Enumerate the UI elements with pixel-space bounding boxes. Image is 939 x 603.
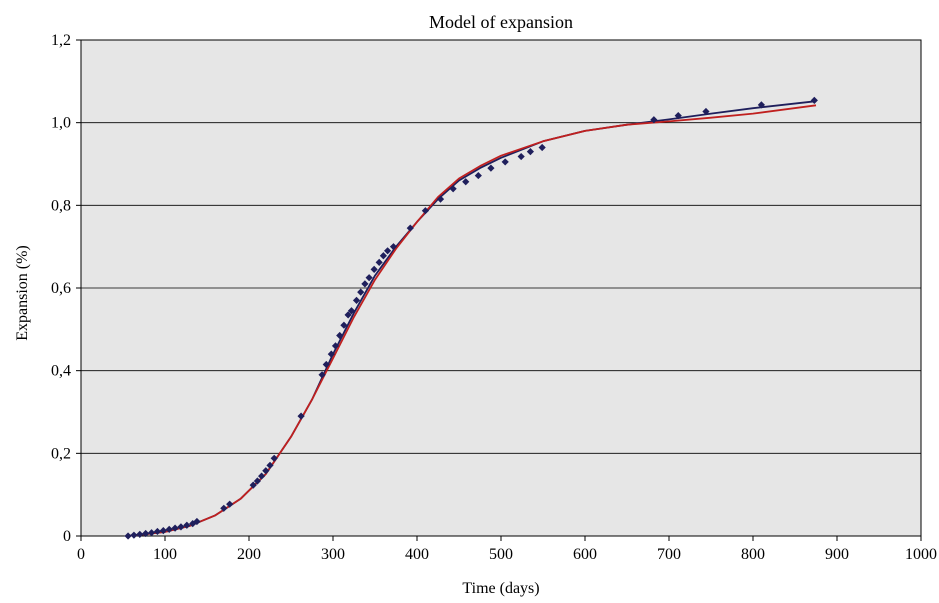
data-point bbox=[421, 207, 429, 215]
data-point bbox=[193, 517, 201, 526]
x-tick-label: 500 bbox=[489, 546, 513, 563]
data-point bbox=[370, 265, 378, 273]
x-tick-label: 200 bbox=[237, 546, 261, 563]
data-point bbox=[365, 274, 373, 282]
data-point bbox=[220, 504, 228, 512]
data-point bbox=[526, 148, 534, 156]
data-point bbox=[171, 524, 179, 532]
x-tick-label: 1000 bbox=[905, 546, 937, 563]
y-tick-label: 0,4 bbox=[51, 363, 71, 380]
data-point bbox=[340, 321, 348, 329]
data-point bbox=[384, 247, 392, 255]
data-point bbox=[375, 258, 383, 266]
y-tick-label: 1,2 bbox=[51, 32, 71, 49]
y-axis-title: Expansion (%) bbox=[14, 245, 31, 341]
data-point bbox=[327, 350, 335, 358]
data-point bbox=[361, 280, 369, 288]
x-axis-title: Time (days) bbox=[462, 580, 539, 597]
data-point bbox=[436, 195, 445, 203]
x-tick-label: 400 bbox=[405, 546, 429, 563]
data-point bbox=[322, 360, 330, 369]
data-point bbox=[347, 307, 356, 315]
x-tick-label: 700 bbox=[657, 546, 681, 563]
data-point bbox=[266, 461, 274, 469]
data-point bbox=[357, 288, 365, 296]
data-point bbox=[650, 116, 658, 124]
data-point bbox=[183, 521, 191, 529]
x-tick-label: 0 bbox=[77, 546, 85, 563]
data-point bbox=[130, 531, 138, 539]
data-point bbox=[344, 311, 352, 319]
data-point bbox=[757, 101, 765, 109]
y-tick-label: 0,8 bbox=[51, 197, 71, 214]
x-tick-label: 300 bbox=[321, 546, 345, 563]
data-point bbox=[379, 252, 387, 260]
x-tick-label: 900 bbox=[825, 546, 849, 563]
data-point bbox=[297, 412, 305, 420]
data-point bbox=[124, 532, 132, 540]
data-point bbox=[462, 178, 470, 186]
data-point bbox=[517, 152, 525, 161]
data-point bbox=[389, 243, 398, 251]
data-point bbox=[810, 96, 818, 104]
data-point bbox=[159, 527, 167, 535]
data-point bbox=[318, 371, 326, 379]
data-point bbox=[258, 472, 266, 480]
data-point bbox=[249, 481, 257, 489]
x-tick-label: 100 bbox=[153, 546, 177, 563]
data-point bbox=[153, 527, 162, 536]
data-point bbox=[538, 143, 546, 152]
data-point bbox=[262, 467, 270, 475]
data-point bbox=[336, 331, 344, 340]
data-point bbox=[331, 342, 340, 350]
data-point bbox=[177, 523, 185, 531]
data-point bbox=[702, 107, 710, 116]
data-point bbox=[674, 112, 682, 120]
data-point bbox=[406, 224, 414, 232]
data-point bbox=[474, 171, 482, 180]
data-point bbox=[270, 454, 278, 462]
x-tick-label: 800 bbox=[741, 546, 765, 563]
data-point bbox=[136, 530, 144, 538]
y-tick-label: 0,6 bbox=[51, 280, 71, 297]
data-point bbox=[142, 529, 150, 538]
y-tick-label: 0,2 bbox=[51, 445, 71, 462]
data-point bbox=[501, 158, 509, 166]
series-line-red bbox=[127, 104, 817, 537]
data-point bbox=[449, 185, 457, 193]
y-tick-label: 1,0 bbox=[51, 115, 71, 132]
data-point bbox=[487, 164, 495, 172]
data-point bbox=[147, 529, 156, 537]
data-point bbox=[165, 525, 173, 533]
data-point bbox=[226, 500, 234, 508]
data-point bbox=[253, 477, 261, 485]
chart-title: Model of expansion bbox=[429, 12, 573, 32]
y-tick-label: 0 bbox=[63, 528, 71, 545]
data-point bbox=[352, 296, 361, 304]
x-tick-label: 600 bbox=[573, 546, 597, 563]
